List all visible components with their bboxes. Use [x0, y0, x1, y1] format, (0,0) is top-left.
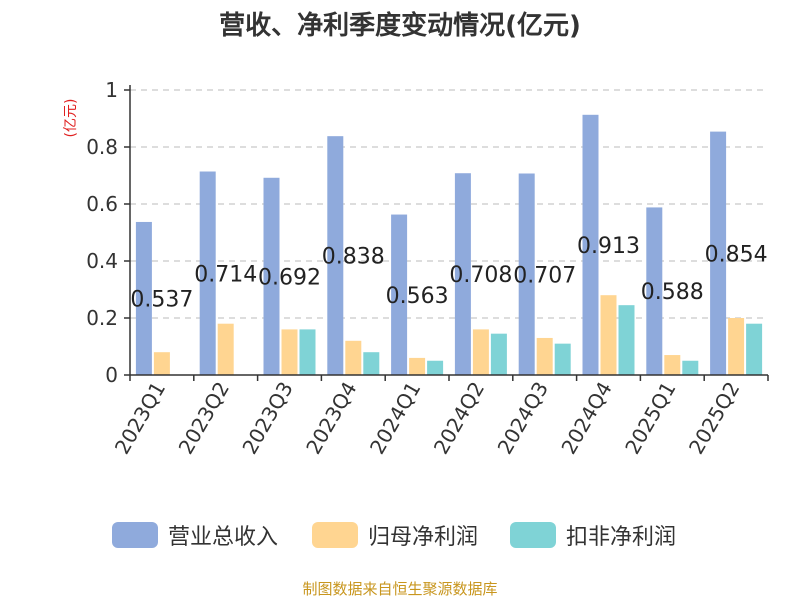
bar-2 [682, 360, 699, 375]
bar-2 [427, 360, 444, 375]
data-label: 0.563 [386, 284, 449, 309]
legend-label: 营业总收入 [168, 525, 278, 550]
bar-1 [536, 337, 553, 375]
bar-1 [600, 295, 617, 375]
x-tick-label: 2023Q4 [301, 378, 361, 459]
legend-swatch [312, 522, 358, 548]
data-label: 0.838 [322, 245, 385, 270]
bar-0 [199, 171, 216, 375]
data-label: 0.537 [130, 287, 193, 312]
bar-2 [363, 352, 380, 375]
bar-0 [135, 221, 152, 375]
data-label: 0.708 [449, 263, 512, 288]
data-label: 0.714 [194, 262, 257, 287]
bar-2 [618, 305, 635, 375]
x-tick-label: 2025Q2 [684, 378, 744, 459]
bar-0 [710, 131, 727, 375]
bar-0 [391, 214, 408, 375]
x-tick-label: 2024Q1 [365, 378, 425, 459]
bar-0 [582, 114, 599, 376]
x-tick-label: 2023Q3 [237, 378, 297, 459]
data-label: 0.588 [641, 280, 704, 305]
bar-2 [746, 323, 763, 375]
bar-0 [518, 173, 535, 375]
chart-title: 营收、净利季度变动情况(亿元) [219, 10, 581, 41]
bar-1 [345, 340, 362, 375]
y-tick-label: 0.6 [86, 192, 118, 216]
bar-0 [454, 173, 471, 375]
y-tick-label: 1 [105, 78, 118, 102]
source-note: 制图数据来自恒生聚源数据库 [302, 580, 497, 598]
data-label: 0.692 [258, 265, 321, 290]
x-tick-label: 2023Q1 [110, 378, 170, 459]
y-tick-label: 0 [105, 363, 118, 387]
bar-2 [299, 329, 316, 375]
bar-1 [409, 357, 426, 375]
bar-0 [327, 136, 344, 375]
bars [135, 114, 763, 376]
x-tick-label: 2024Q4 [556, 378, 616, 459]
y-tick-label: 0.8 [86, 135, 118, 159]
bar-1 [217, 323, 234, 375]
bar-0 [646, 207, 663, 375]
bar-1 [281, 329, 298, 375]
y-unit-label: (亿元) [63, 99, 79, 138]
x-tick-label: 2024Q2 [429, 378, 489, 459]
bar-1 [153, 352, 170, 375]
y-tick-label: 0.4 [86, 249, 118, 273]
legend: 营业总收入 归母净利润 扣非净利润 [112, 522, 676, 550]
bar-1 [664, 355, 681, 375]
bar-2 [554, 343, 571, 375]
data-label: 0.854 [705, 242, 768, 267]
legend-swatch [112, 522, 158, 548]
y-tick-label: 0.2 [86, 306, 118, 330]
bar-1 [472, 329, 489, 375]
legend-swatch [510, 522, 556, 548]
x-tick-label: 2023Q2 [174, 378, 234, 459]
bar-2 [490, 333, 507, 375]
legend-label: 归母净利润 [368, 525, 478, 550]
legend-label: 扣非净利润 [566, 525, 676, 550]
data-label: 0.913 [577, 234, 640, 259]
data-label: 0.707 [513, 263, 576, 288]
bar-1 [728, 318, 745, 375]
x-tick-label: 2025Q1 [620, 378, 680, 459]
bar-0 [263, 177, 280, 375]
x-tick-label: 2024Q3 [493, 378, 553, 459]
